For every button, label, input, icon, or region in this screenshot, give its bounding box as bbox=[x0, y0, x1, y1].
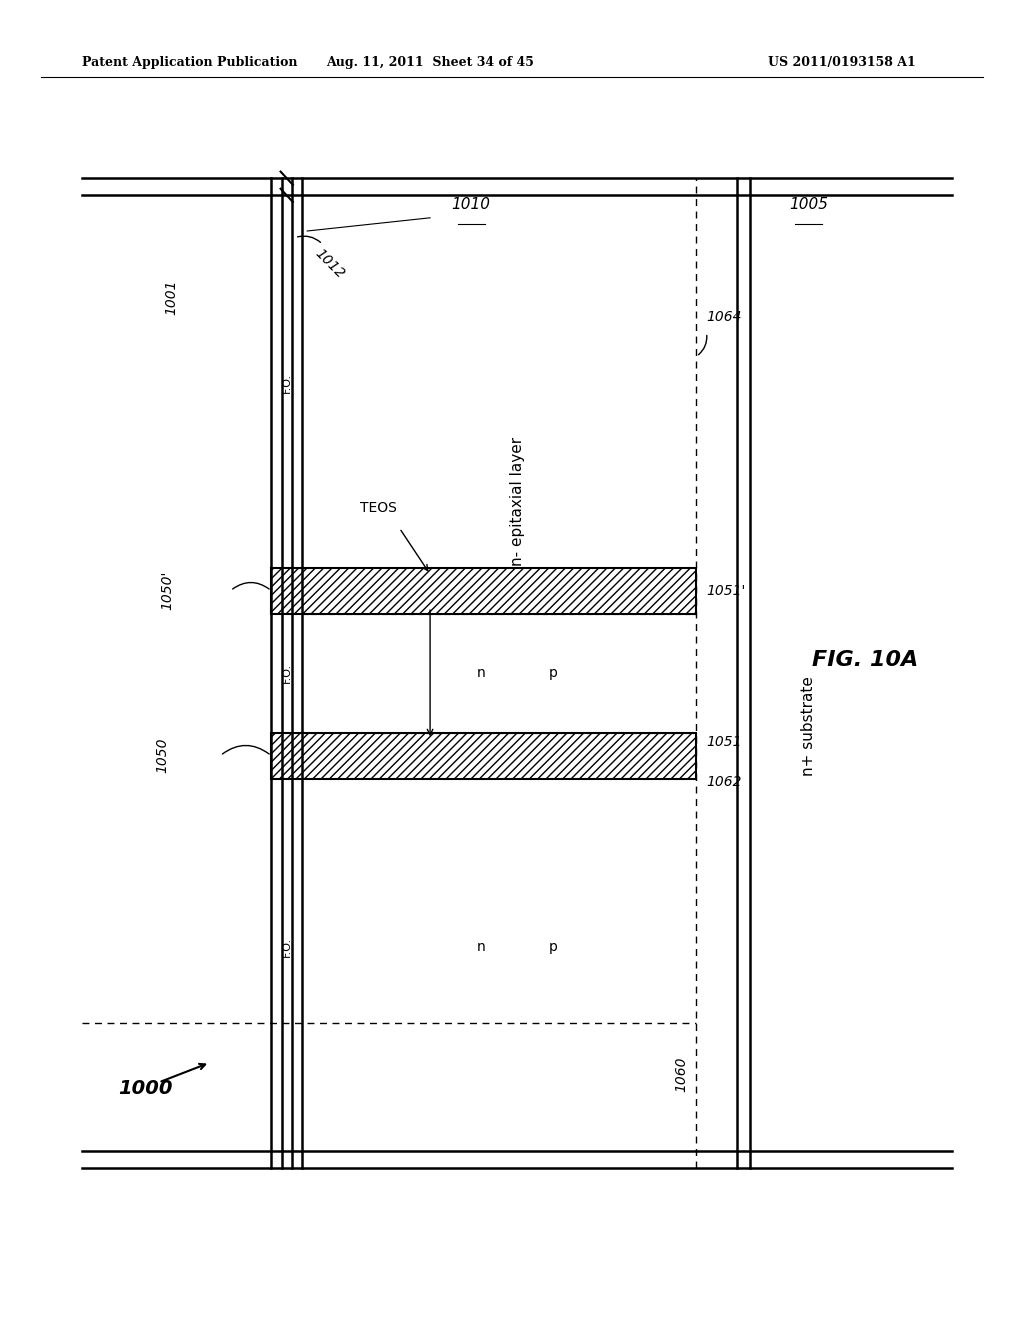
Text: p: p bbox=[549, 667, 557, 680]
Text: 1000: 1000 bbox=[118, 1080, 172, 1098]
Text: 1064: 1064 bbox=[707, 310, 742, 323]
Text: 1010: 1010 bbox=[452, 197, 490, 213]
Text: Patent Application Publication: Patent Application Publication bbox=[82, 55, 297, 69]
Text: 1060: 1060 bbox=[674, 1056, 688, 1092]
Text: 1051: 1051 bbox=[707, 735, 742, 750]
Text: 1050': 1050' bbox=[160, 572, 174, 610]
Text: n: n bbox=[477, 667, 485, 680]
Text: TEOS: TEOS bbox=[360, 502, 397, 515]
Text: 1062: 1062 bbox=[707, 775, 742, 789]
Text: 1012: 1012 bbox=[312, 247, 347, 281]
Text: 1005: 1005 bbox=[790, 197, 828, 213]
Text: 1051': 1051' bbox=[707, 583, 745, 598]
Text: F.O.: F.O. bbox=[282, 372, 292, 393]
Bar bbox=[271, 568, 696, 614]
Text: FIG. 10A: FIG. 10A bbox=[812, 649, 919, 671]
Bar bbox=[271, 733, 696, 779]
Text: 1001: 1001 bbox=[164, 280, 178, 314]
Text: Aug. 11, 2011  Sheet 34 of 45: Aug. 11, 2011 Sheet 34 of 45 bbox=[326, 55, 535, 69]
Text: F.O.: F.O. bbox=[282, 663, 292, 684]
Text: n: n bbox=[477, 940, 485, 954]
Text: US 2011/0193158 A1: US 2011/0193158 A1 bbox=[768, 55, 915, 69]
Text: 1050: 1050 bbox=[155, 738, 169, 774]
Text: F.O.: F.O. bbox=[282, 937, 292, 957]
Text: p: p bbox=[549, 940, 557, 954]
Text: n+ substrate: n+ substrate bbox=[802, 676, 816, 776]
Text: n- epitaxial layer: n- epitaxial layer bbox=[510, 437, 524, 566]
